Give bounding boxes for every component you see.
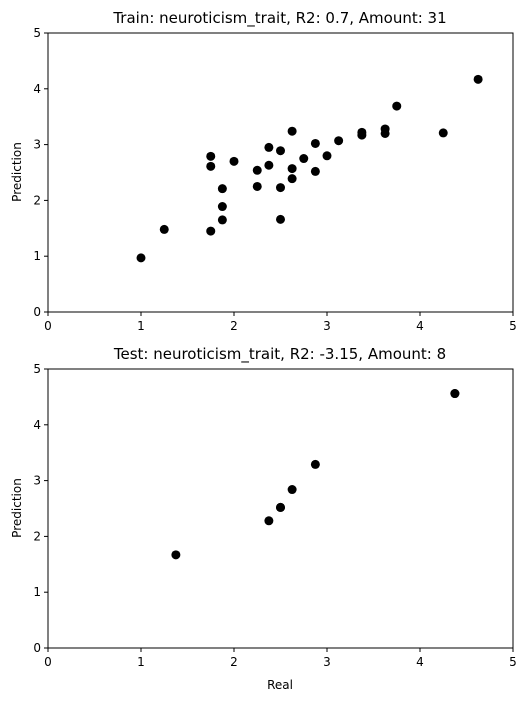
train-data-point (334, 136, 344, 146)
test-plot-frame (47, 368, 514, 649)
train-y-axis-label: Prediction (10, 142, 24, 202)
test-x-tick-label: 3 (323, 655, 331, 669)
train-data-point (252, 181, 262, 191)
train-x-tick-label: 3 (323, 319, 331, 333)
train-x-tick-label: 1 (137, 319, 145, 333)
test-data-point (264, 516, 274, 526)
train-data-point (264, 160, 274, 170)
train-x-tick-label: 4 (416, 319, 424, 333)
test-x-tick-label: 2 (230, 655, 238, 669)
train-data-point (310, 166, 320, 176)
train-data-point (380, 124, 390, 134)
train-data-point (276, 146, 285, 156)
test-ticks: 0 1 2 3 4 5 0 1 2 3 4 5 (33, 362, 516, 669)
train-data-point (206, 226, 216, 236)
test-x-axis-label: Real (267, 678, 293, 692)
train-data-point (438, 128, 448, 138)
train-y-tick-label: 1 (33, 249, 41, 263)
test-y-tick-label: 5 (33, 362, 41, 376)
train-data-point (229, 156, 239, 166)
test-y-axis-label: Prediction (10, 478, 24, 538)
train-data-point (357, 127, 367, 137)
test-panel: Test: neuroticism_trait, R2: -3.15, Amou… (10, 345, 517, 692)
train-data-point (287, 164, 297, 174)
train-x-tick-label: 5 (509, 319, 517, 333)
train-data-point (276, 214, 285, 224)
test-x-tick-label: 5 (509, 655, 517, 669)
train-ticks: 0 1 2 3 4 5 0 1 2 3 4 5 (33, 26, 516, 333)
test-x-tick-label: 1 (137, 655, 145, 669)
train-data-point (473, 74, 483, 84)
train-data-point (159, 224, 169, 234)
test-x-tick-label: 4 (416, 655, 424, 669)
train-data-point (322, 151, 332, 161)
train-data-point (206, 151, 216, 161)
train-plot-frame (47, 32, 514, 313)
train-data-point (206, 161, 216, 171)
train-data-point (287, 174, 297, 184)
train-data-point (217, 184, 227, 194)
train-data-point (299, 154, 309, 164)
test-data-point (276, 502, 285, 512)
test-data-point (450, 389, 460, 399)
train-data-point (287, 126, 297, 136)
test-y-tick-label: 1 (33, 585, 41, 599)
test-y-tick-label: 2 (33, 529, 41, 543)
train-chart-title: Train: neuroticism_trait, R2: 0.7, Amoun… (112, 9, 446, 28)
train-data-point (276, 183, 285, 193)
train-data-point (136, 253, 146, 263)
test-data-point (310, 459, 320, 469)
train-x-tick-label: 2 (230, 319, 238, 333)
train-y-tick-label: 0 (33, 305, 41, 319)
test-y-tick-label: 4 (33, 418, 41, 432)
test-y-tick-label: 0 (33, 641, 41, 655)
test-x-tick-label: 0 (44, 655, 52, 669)
train-data-point (392, 101, 402, 111)
train-points (136, 74, 483, 263)
train-data-point (310, 138, 320, 148)
test-points (171, 389, 460, 560)
train-data-point (217, 215, 227, 225)
train-data-point (217, 202, 227, 212)
train-data-point (252, 165, 262, 175)
test-data-point (171, 550, 181, 560)
test-chart-title: Test: neuroticism_trait, R2: -3.15, Amou… (113, 345, 446, 364)
train-panel: Train: neuroticism_trait, R2: 0.7, Amoun… (10, 9, 517, 333)
train-y-tick-label: 5 (33, 26, 41, 40)
train-y-tick-label: 4 (33, 82, 41, 96)
train-x-tick-label: 0 (44, 319, 52, 333)
test-y-tick-label: 3 (33, 474, 41, 488)
test-data-point (287, 485, 297, 495)
train-data-point (264, 142, 274, 152)
train-y-tick-label: 3 (33, 138, 41, 152)
train-y-tick-label: 2 (33, 193, 41, 207)
